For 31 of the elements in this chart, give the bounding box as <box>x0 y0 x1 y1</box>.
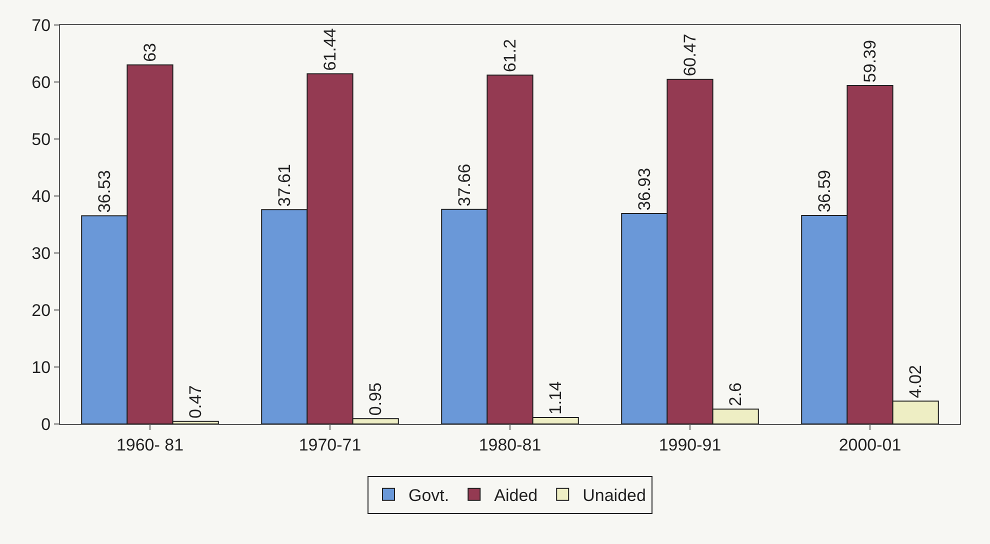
y-tick-label: 40 <box>32 186 51 206</box>
data-label: 0.95 <box>366 382 386 416</box>
y-tick-label: 30 <box>32 244 51 263</box>
data-label: 61.2 <box>500 39 520 72</box>
data-label: 36.93 <box>634 168 654 210</box>
data-label: 4.02 <box>906 364 926 398</box>
y-tick-label: 50 <box>32 130 51 149</box>
data-label: 1.14 <box>546 381 566 414</box>
data-label: 36.53 <box>94 170 114 213</box>
x-tick-label: 1960- 81 <box>116 435 184 454</box>
data-label: 60.47 <box>680 34 700 76</box>
data-label: 0.47 <box>186 385 206 418</box>
y-tick-label: 20 <box>32 300 51 320</box>
data-label: 59.39 <box>860 40 880 82</box>
data-label: 36.59 <box>814 170 834 212</box>
data-label: 37.66 <box>454 164 474 206</box>
y-tick-label: 10 <box>32 358 51 377</box>
y-tick-label: 70 <box>32 16 51 35</box>
data-label: 37.61 <box>274 164 294 207</box>
data-label: 63 <box>140 42 160 62</box>
y-tick-label: 60 <box>32 72 51 92</box>
data-label: 2.6 <box>726 382 746 406</box>
x-tick-label: 2000-01 <box>838 435 902 454</box>
legend-label: Govt. <box>408 486 450 506</box>
x-tick-label: 1970-71 <box>298 435 362 454</box>
data-label: 61.44 <box>320 28 340 71</box>
legend-label: Unaided <box>582 486 646 506</box>
x-tick-label: 1980-81 <box>478 435 542 454</box>
y-tick-label: 0 <box>41 414 51 434</box>
x-tick-label: 1990-91 <box>658 435 722 454</box>
legend-label: Aided <box>494 486 538 506</box>
